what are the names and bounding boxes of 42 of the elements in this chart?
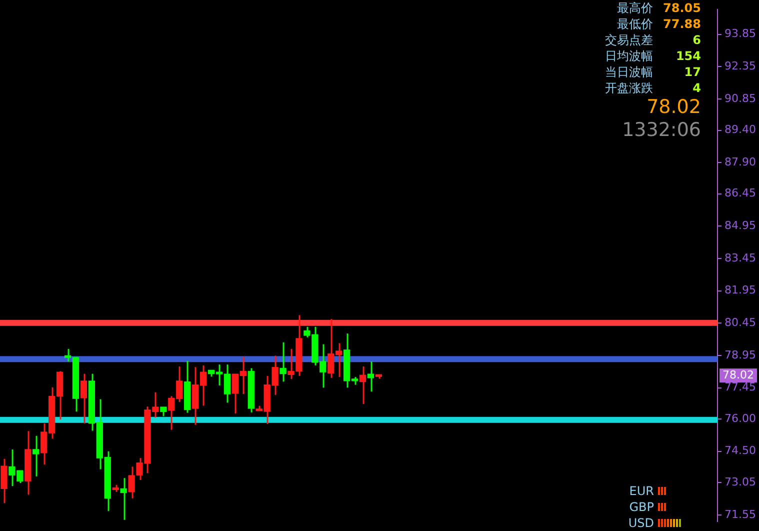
annotation: USD <box>627 515 654 531</box>
annotation: 154 <box>674 48 701 64</box>
y-tick-label: 90.85 <box>724 92 756 105</box>
annotation: 最低价 <box>616 16 654 32</box>
candlestick <box>160 406 167 417</box>
candlestick <box>280 342 286 382</box>
y-tick-label: 78.95 <box>724 348 756 362</box>
y-tick-label: 83.45 <box>724 251 756 264</box>
annotation: 日均波幅 <box>605 48 654 64</box>
annotation: 交易点差 <box>605 32 654 48</box>
y-tick-label: 73.05 <box>724 475 756 488</box>
annotation: 最高价 <box>616 0 654 16</box>
annotation: 开盘涨跌 <box>605 80 654 96</box>
y-tick-label: 81.95 <box>724 284 756 297</box>
y-tick-label: 77.45 <box>724 380 756 394</box>
y-tick-label: 84.95 <box>724 219 756 232</box>
annotation: EUR <box>628 483 654 499</box>
annotation: 78.05 <box>662 0 701 16</box>
annotation: 78.02 <box>722 368 754 382</box>
y-tick-label: 76.00 <box>724 412 756 425</box>
y-tick-label: 92.35 <box>724 60 756 73</box>
annotation: 6 <box>692 32 701 48</box>
annotation: 当日波幅 <box>605 64 654 80</box>
y-tick-label: 80.45 <box>724 316 756 330</box>
y-tick-label: 93.85 <box>724 27 756 40</box>
annotation: 78.02 <box>646 96 701 119</box>
candlestick <box>367 360 374 392</box>
candlestick <box>359 366 366 405</box>
y-tick-label: 86.45 <box>724 186 756 200</box>
candlestick <box>0 458 8 504</box>
candlestick <box>32 435 40 478</box>
y-tick-label: 71.55 <box>724 508 756 521</box>
annotation: 1332:06 <box>621 119 701 142</box>
annotation: 4 <box>692 80 701 96</box>
annotation: 77.88 <box>662 16 701 32</box>
annotation: GBP <box>628 499 654 515</box>
y-tick-label: 74.50 <box>724 444 756 458</box>
candlestick <box>120 477 127 521</box>
annotation: 17 <box>683 64 701 80</box>
candlestick <box>80 373 88 424</box>
y-tick-label: 89.40 <box>724 123 756 136</box>
y-tick-label: 87.90 <box>724 155 756 168</box>
